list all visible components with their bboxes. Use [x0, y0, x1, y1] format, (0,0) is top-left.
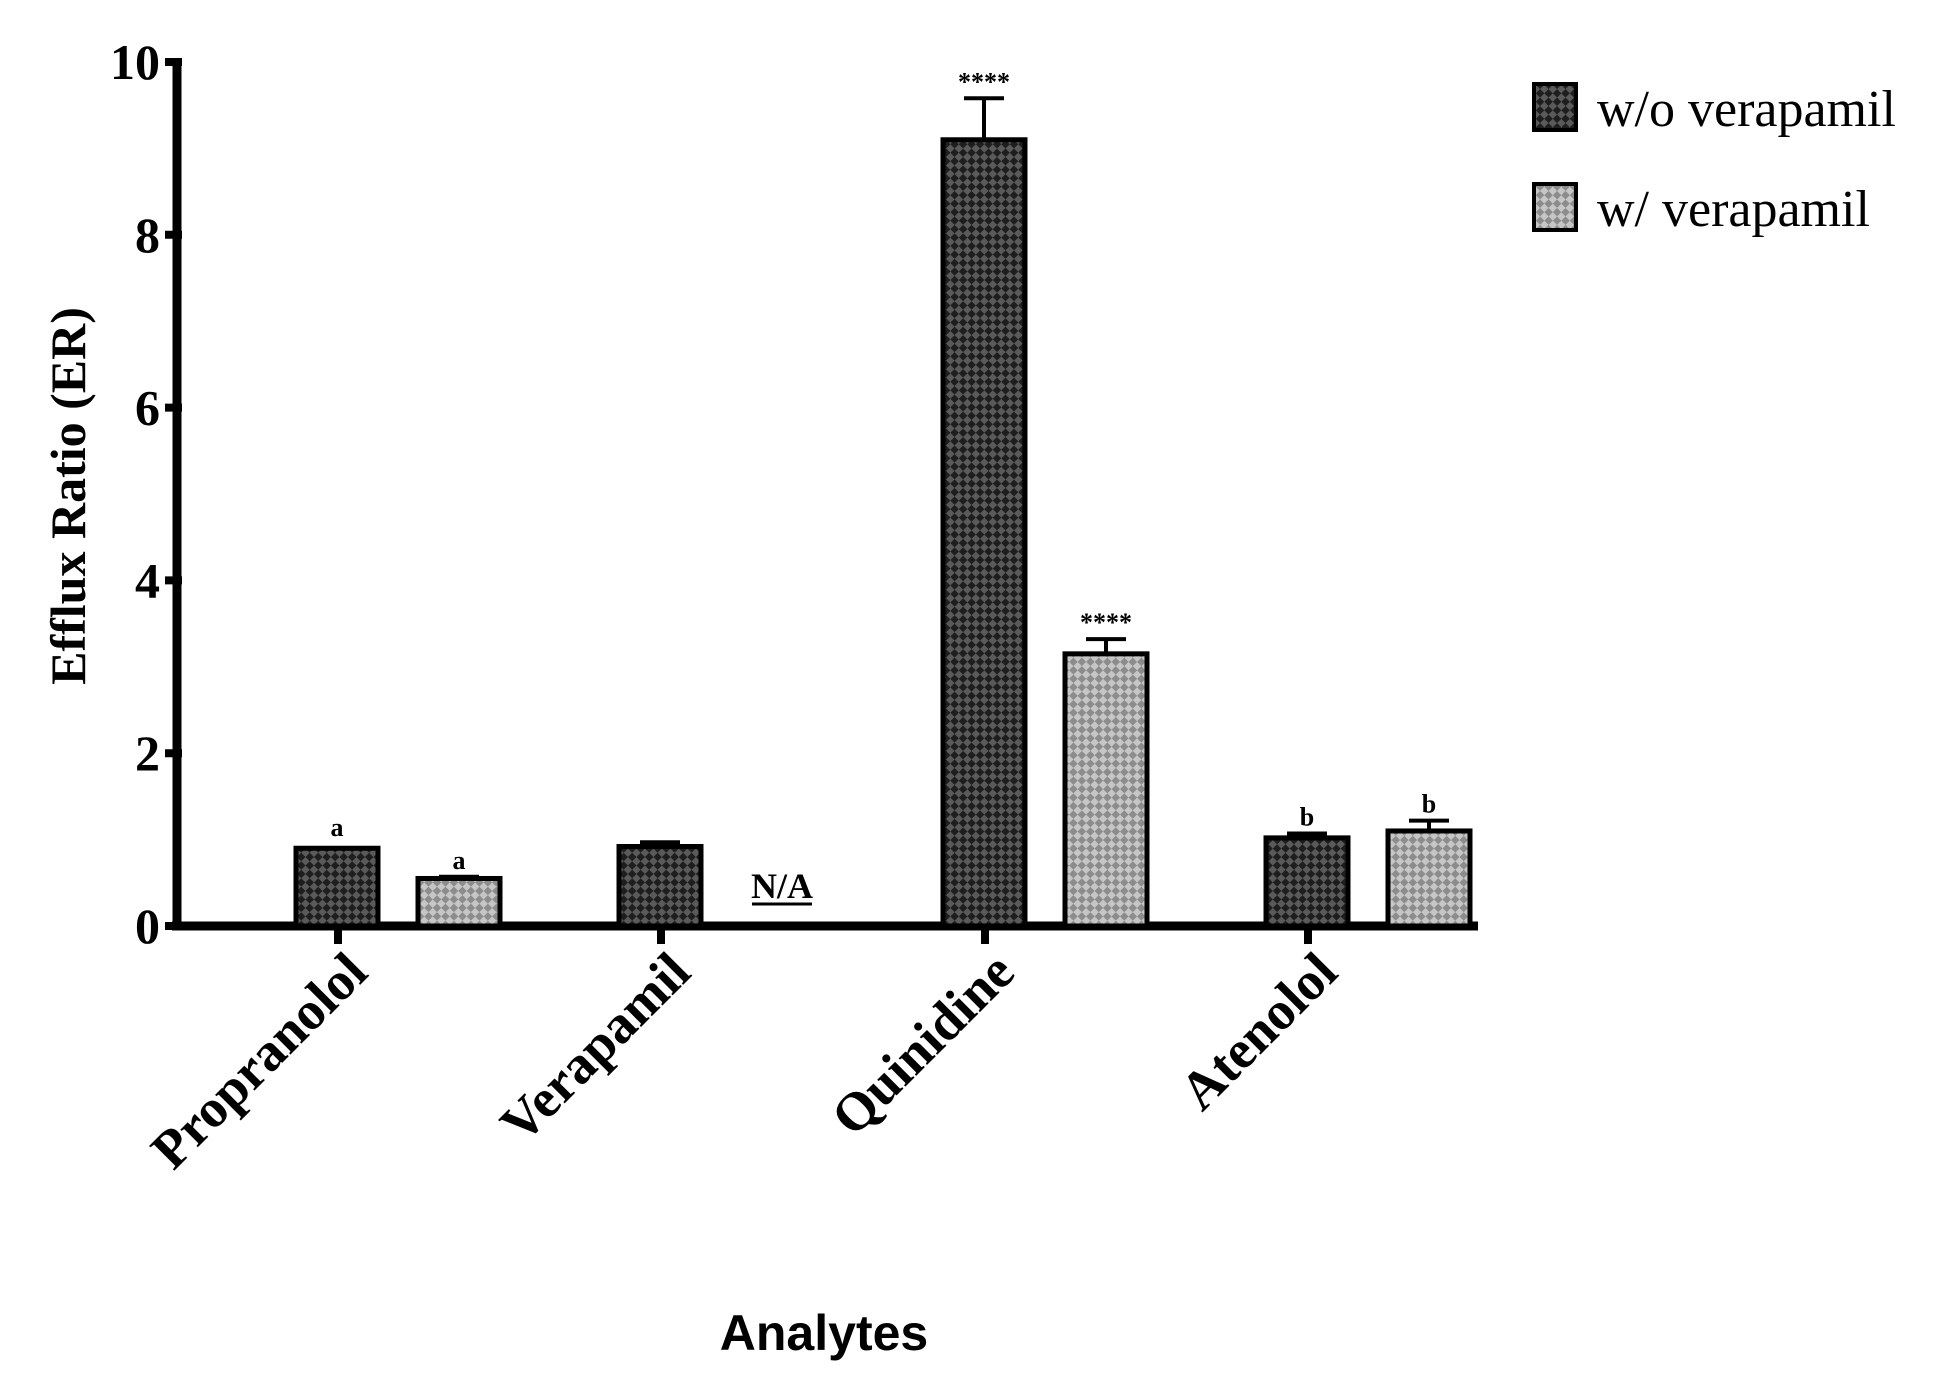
bar-quinidine-w: [1062, 651, 1150, 929]
y-tick-label-2: 2: [135, 725, 160, 781]
bar-propranolol-wo: [293, 845, 381, 929]
y-tick-label-4: 4: [135, 552, 160, 608]
annotation-quinidine-w: ****: [1080, 608, 1132, 637]
y-tick-label-0: 0: [135, 898, 160, 954]
annotation-propranolol-w: a: [453, 846, 466, 875]
category-label-propranolol: Propranolol: [139, 941, 378, 1180]
category-label-quinidine: Quinidine: [820, 941, 1026, 1147]
legend-swatch-w-verapamil: [1532, 182, 1578, 232]
x-axis-label: Analytes: [720, 1305, 928, 1361]
y-axis-ticks: 0 2 4 6 8 10: [110, 34, 182, 954]
category-label-verapamil: Verapamil: [489, 941, 702, 1154]
y-axis-label: Efflux Ratio (ER): [40, 307, 96, 685]
legend-label-w-verapamil: w/ verapamil: [1597, 181, 1870, 238]
category-labels: Propranolol Verapamil Quinidine Atenolol: [139, 941, 1348, 1180]
legend-label-w-o-verapamil: w/o verapamil: [1597, 81, 1896, 138]
annotation-quinidine-wo: ****: [958, 67, 1010, 96]
annotation-propranolol-wo: a: [331, 813, 344, 842]
category-label-atenolol: Atenolol: [1168, 941, 1348, 1121]
bar-propranolol-w: [415, 875, 503, 929]
annotation-atenolol-wo: b: [1300, 803, 1314, 832]
legend: w/o verapamil w/ verapamil: [1532, 81, 1896, 238]
legend-swatch-w-o-verapamil: [1532, 82, 1578, 132]
bars-group: a a N/A **** **** b b: [293, 67, 1473, 929]
bar-atenolol-w: [1385, 828, 1473, 929]
y-tick-label-10: 10: [110, 34, 160, 90]
bar-verapamil-wo: [616, 844, 704, 929]
annotation-verapamil-w: N/A: [751, 866, 813, 906]
annotation-atenolol-w: b: [1422, 790, 1436, 819]
y-tick-label-8: 8: [135, 207, 160, 263]
y-tick-label-6: 6: [135, 380, 160, 436]
bar-quinidine-wo: [940, 137, 1028, 929]
bar-atenolol-wo: [1263, 835, 1351, 929]
